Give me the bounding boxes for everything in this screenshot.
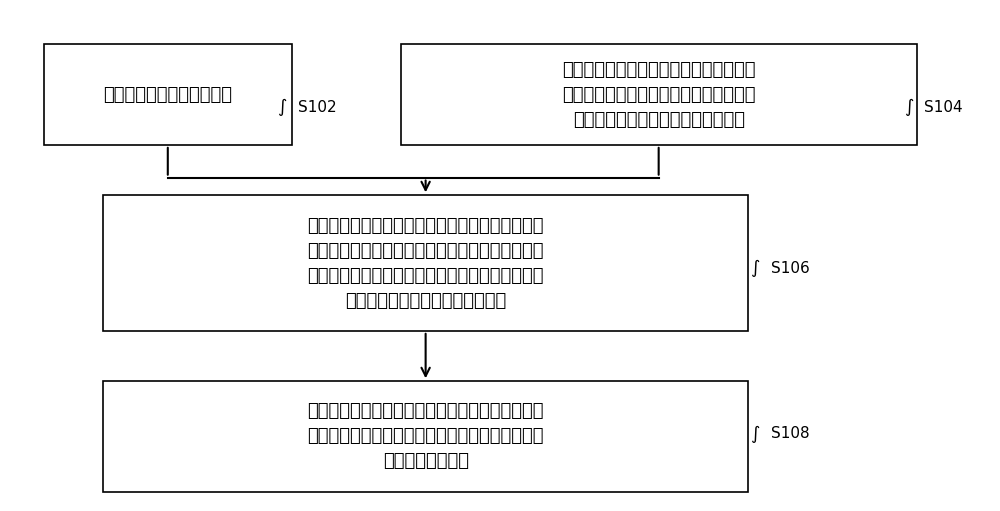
- FancyBboxPatch shape: [44, 44, 292, 145]
- Text: S102: S102: [298, 100, 336, 114]
- Text: S106: S106: [771, 261, 809, 275]
- FancyBboxPatch shape: [401, 44, 917, 145]
- Text: ∫: ∫: [904, 98, 913, 116]
- Text: 采集电缆电流和缆芯电导率: 采集电缆电流和缆芯电导率: [103, 86, 232, 104]
- Text: ∫: ∫: [277, 98, 287, 116]
- FancyBboxPatch shape: [103, 381, 748, 492]
- Text: 基于电缆电流、缆芯电导率、金属套管磁导率、金
属套管开缝宽度和金属套管的温度计算公式，确定
金属套管的温度值: 基于电缆电流、缆芯电导率、金属套管磁导率、金 属套管开缝宽度和金属套管的温度计算…: [307, 403, 544, 471]
- Text: 获取金属套管的套管参数，其中，金属套
管套设在电缆外侧，套管参数至少包括：
金属套管磁导率和金属套管开缝宽度: 获取金属套管的套管参数，其中，金属套 管套设在电缆外侧，套管参数至少包括： 金属…: [562, 61, 755, 129]
- Text: ∫: ∫: [750, 425, 760, 443]
- Text: ∫: ∫: [750, 259, 760, 277]
- FancyBboxPatch shape: [103, 195, 748, 331]
- Text: S108: S108: [771, 427, 809, 442]
- Text: 基于缆芯电导率确定金属套管的温度计算公式，其
中，金属套管的温度计算公式用于表示金属套管的
温度值，与电缆电流、缆芯电导率、金属套管磁导
率和金属套管开缝宽度的: 基于缆芯电导率确定金属套管的温度计算公式，其 中，金属套管的温度计算公式用于表示…: [307, 217, 544, 310]
- Text: S104: S104: [924, 100, 963, 114]
